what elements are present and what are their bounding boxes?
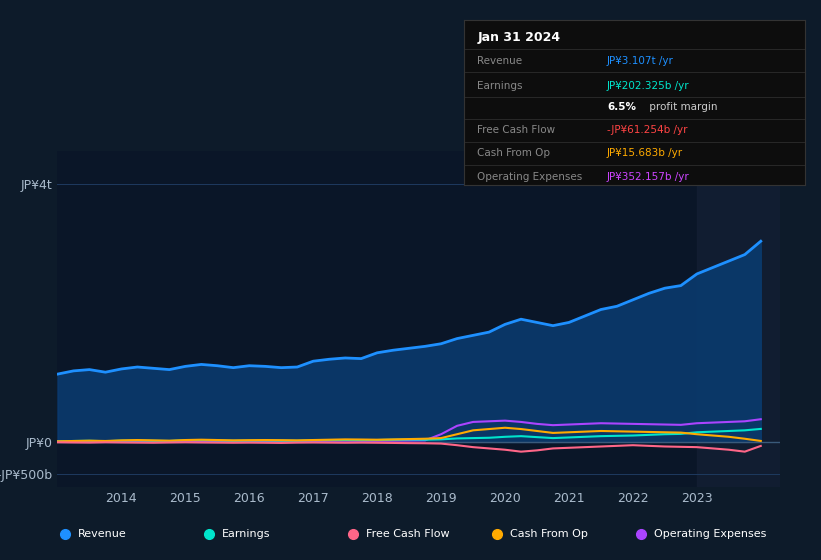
Text: Revenue: Revenue [478,56,523,66]
Text: Free Cash Flow: Free Cash Flow [366,529,450,539]
Text: Cash From Op: Cash From Op [478,148,551,158]
Text: Free Cash Flow: Free Cash Flow [478,125,556,136]
Text: Operating Expenses: Operating Expenses [654,529,767,539]
Text: Operating Expenses: Operating Expenses [478,171,583,181]
Text: Earnings: Earnings [222,529,271,539]
Bar [697,151,780,487]
Text: JP¥202.325b /yr: JP¥202.325b /yr [607,81,690,91]
Text: -JP¥61.254b /yr: -JP¥61.254b /yr [607,125,687,136]
Text: profit margin: profit margin [646,102,718,112]
Text: JP¥15.683b /yr: JP¥15.683b /yr [607,148,683,158]
Text: Revenue: Revenue [78,529,126,539]
Text: JP¥3.107t /yr: JP¥3.107t /yr [607,56,674,66]
Text: JP¥352.157b /yr: JP¥352.157b /yr [607,171,690,181]
Text: Earnings: Earnings [478,81,523,91]
Text: Jan 31 2024: Jan 31 2024 [478,31,561,44]
Text: Cash From Op: Cash From Op [511,529,588,539]
Text: 6.5%: 6.5% [607,102,636,112]
